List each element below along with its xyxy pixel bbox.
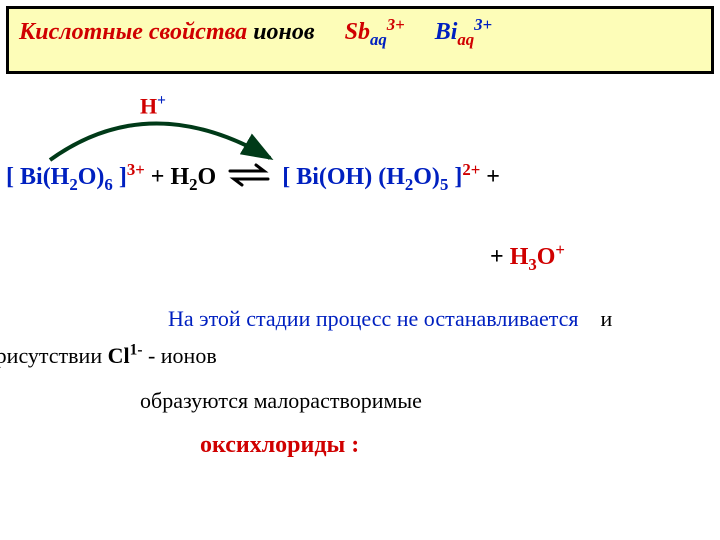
p1-w2: этой [199, 306, 241, 331]
explanation-para-2: образуются малорастворимые [140, 388, 422, 414]
eq1-r-lbracket: [ [282, 164, 296, 190]
eq1-plus1: + [151, 164, 171, 190]
eq1-rbracket: ] [113, 164, 127, 190]
explanation-para-1: На этой стадии процесс не останавливаетс… [68, 300, 708, 375]
eq1-lbracket: [ [6, 164, 20, 190]
eq1-h: H [170, 164, 189, 190]
eq1-r-bi: Bi [296, 164, 319, 190]
eq1-charge3: 3+ [127, 160, 145, 179]
eq1-h2o-o: O) [78, 164, 105, 190]
eq1-six: 6 [104, 175, 112, 194]
eq1-r-h2o-h: (H [378, 164, 405, 190]
eq2-plus-charge: + [555, 240, 565, 259]
equation-line-2: + H3O+ [490, 240, 565, 275]
eq2-plus: + [490, 244, 510, 270]
title-sb: Sb [345, 19, 370, 45]
p1-w1: На [168, 306, 194, 331]
eq1-oh: (OH) [319, 164, 372, 190]
equation-line-1: [ Bi(H2O)6 ]3+ + H2O [ Bi(OH) (H2O)5 ]2+… [6, 160, 714, 195]
p1-w7: и [601, 306, 613, 331]
p1-w9: присутствии [0, 343, 102, 368]
p1-w5: не [397, 306, 419, 331]
p1-w6: останавливается [424, 306, 579, 331]
proton-transfer-arrow [20, 98, 290, 168]
oxychlorides-label: оксихлориды : [200, 432, 359, 459]
p1-w3: стадии [246, 306, 310, 331]
title-bi-aq: aq [457, 30, 474, 49]
eq2-h: H [510, 244, 529, 270]
title-bi-charge: 3+ [474, 15, 492, 34]
eq1-o: O [198, 164, 217, 190]
p1-dash: - [148, 343, 161, 368]
title-bi: Bi [435, 19, 458, 45]
p1-w10: ионов [161, 343, 217, 368]
title-banner: Кислотные свойства ионов Sbaq3+ Biaq3+ [6, 6, 714, 74]
eq1-r-h2o-o: O) [413, 164, 440, 190]
cl-symbol: Сl [108, 343, 130, 368]
eq1-h2: 2 [189, 175, 197, 194]
eq1-h2o-2: 2 [69, 175, 77, 194]
eq1-r-rbracket: ] [448, 164, 462, 190]
eq1-charge2: 2+ [462, 160, 480, 179]
eq1-trailing-plus: + [486, 164, 500, 190]
title-sb-charge: 3+ [387, 15, 405, 34]
eq2-3: 3 [528, 255, 536, 274]
title-word-1: Кислотные [19, 19, 143, 45]
title-sb-aq: aq [370, 30, 387, 49]
p1-w4: процесс [316, 306, 391, 331]
equilibrium-arrows-icon [226, 162, 272, 195]
eq1-bi: Bi [20, 164, 43, 190]
cl-minus: - [137, 342, 142, 359]
eq1-r-h2o-2: 2 [405, 175, 413, 194]
eq1-h2o-h: (H [43, 164, 70, 190]
eq2-o: O [537, 244, 556, 270]
title-word-2: свойства [149, 19, 247, 45]
title-word-3: ионов [253, 19, 314, 45]
